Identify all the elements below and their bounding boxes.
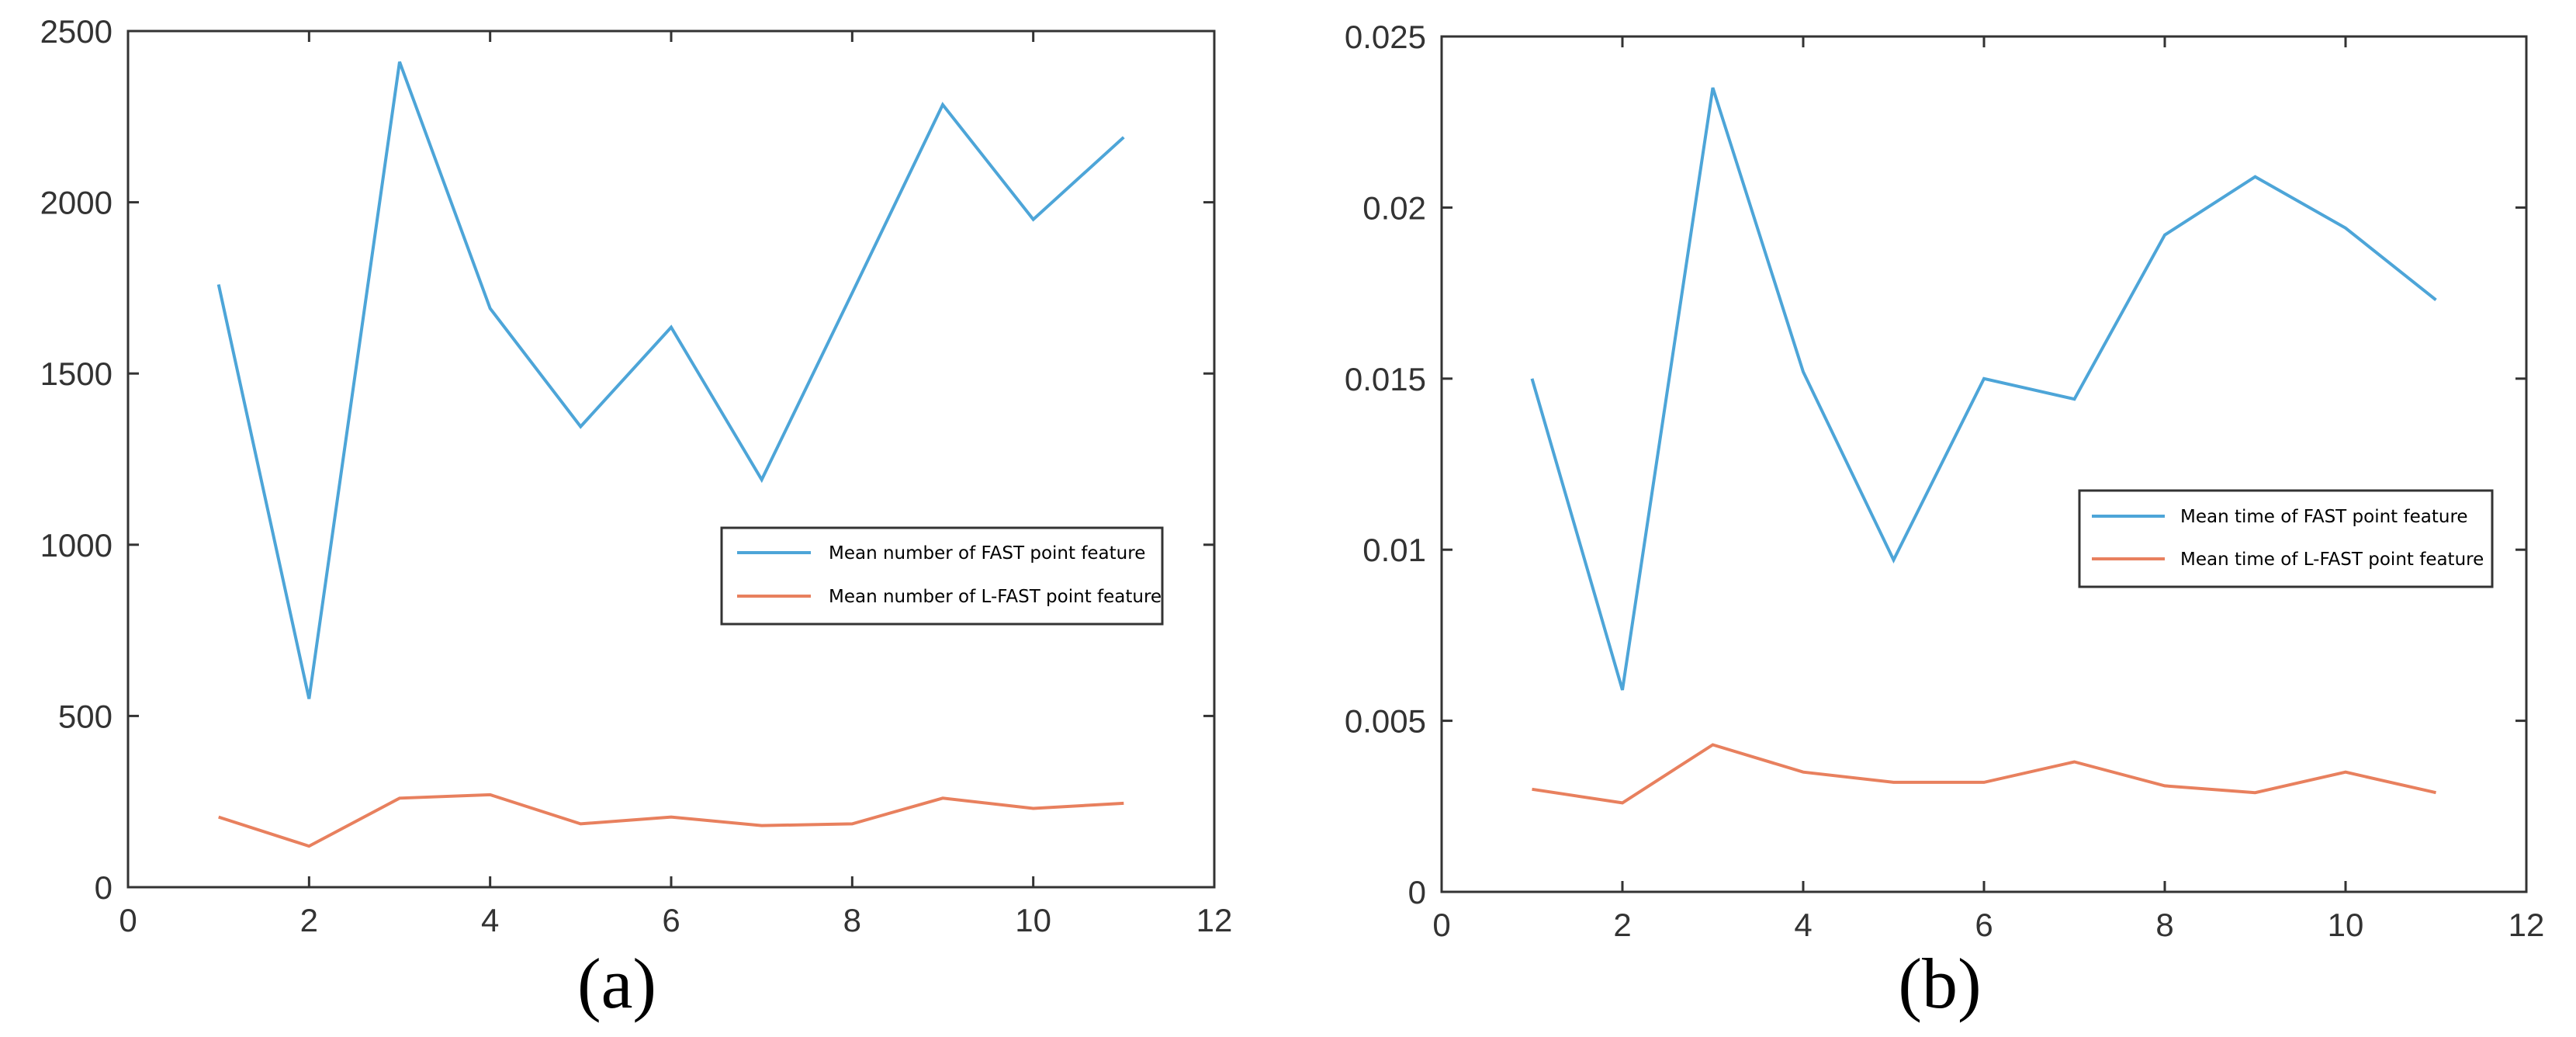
y-tick-label: 0.015 [1345,361,1426,397]
fast-data-point [216,283,221,287]
legend-box [2078,489,2494,588]
legend-label-lfast: Mean number of L-FAST point feature [829,587,1162,607]
fast-data-point [2162,233,2167,238]
panel-caption-b: (b) [1898,944,1981,1023]
fast-data-point [1031,217,1036,222]
legend: Mean number of FAST point feature Mean n… [720,526,1164,626]
lfast-data-point [488,792,493,797]
y-tick-label: 2500 [40,13,113,50]
x-axis-ticks: 0 2 4 6 8 10 12 [1432,36,2544,943]
fast-data-point [2343,226,2348,231]
lfast-data-point [1530,787,1535,792]
fast-data-point [760,477,764,482]
x-tick-label: 10 [2328,907,2364,943]
series-line-fast [216,61,1125,699]
lfast-data-point [216,815,221,820]
x-tick-label: 4 [481,902,499,938]
y-tick-label: 1000 [40,527,113,564]
fast-data-point [850,291,854,296]
x-axis-ticks: 0 2 4 6 8 10 12 [119,31,1232,938]
lfast-data-point [1801,770,1806,775]
legend-box [720,526,1164,626]
y-axis-ticks: 0 0.005 0.01 0.015 0.02 0.025 [1345,19,2526,910]
fast-data-point [1620,688,1625,692]
lfast-data-point [850,821,854,826]
lfast-data-point [1620,800,1625,805]
lfast-data-point [2162,783,2167,788]
lfast-data-point [1892,780,1896,785]
x-tick-label: 6 [1975,907,1993,943]
lfast-data-point [1982,780,1986,785]
y-tick-label: 0.025 [1345,19,1426,55]
y-tick-label: 500 [58,698,113,734]
x-tick-label: 12 [2508,907,2545,943]
legend: Mean time of FAST point feature Mean tim… [2078,489,2494,588]
fast-data-point [306,696,311,701]
fast-data-point [1530,376,1535,381]
y-tick-label: 2000 [40,185,113,221]
x-tick-label: 8 [843,902,861,938]
lfast-data-point [2343,770,2348,775]
lfast-data-point [1121,801,1126,806]
lfast-data-point [760,824,764,828]
panel-caption-a: (a) [577,944,656,1023]
series-lines [216,60,1126,848]
lfast-data-point [306,844,311,848]
fast-data-point [669,325,673,330]
series-line-lfast [218,792,1124,848]
lfast-data-point [940,796,945,800]
y-tick-label: 0.005 [1345,703,1426,740]
x-tick-label: 6 [662,902,680,938]
legend-label-fast: Mean time of FAST point feature [2180,507,2468,527]
fast-data-point [2072,397,2077,401]
plot-frame [126,29,1216,889]
y-tick-label: 0.02 [1362,189,1426,226]
plot-frame [1440,35,2528,893]
lfast-data-point [2434,790,2439,795]
lfast-data-point [669,815,673,820]
x-tick-label: 0 [119,902,137,938]
chart-panel-b: 0 2 4 6 8 10 12 0 0.005 0.01 0.015 0.02 0.025 Mean … [1345,19,2544,1023]
fast-data-point [1711,85,1716,90]
y-tick-label: 0 [1408,874,1426,910]
lfast-data-point [1711,743,1716,747]
y-tick-label: 0 [95,869,113,906]
fast-data-point [397,60,402,64]
y-tick-label: 1500 [40,355,113,392]
series-line-fast [1530,87,2437,691]
fast-data-point [1121,135,1126,140]
fast-data-point [1801,369,1806,374]
fast-data-point [488,306,493,310]
lfast-data-point [397,796,402,800]
y-tick-label: 0.01 [1362,532,1426,568]
x-tick-label: 10 [1015,902,1051,938]
fast-data-point [1982,376,1986,381]
fast-data-point [2434,297,2439,302]
fast-data-point [2253,175,2258,179]
x-tick-label: 2 [1613,907,1631,943]
lfast-data-point [2253,790,2258,795]
legend-label-fast: Mean number of FAST point feature [829,543,1145,564]
x-tick-label: 12 [1196,902,1233,938]
fast-data-point [578,425,583,429]
lfast-data-point [578,821,583,826]
lfast-data-point [1031,806,1036,811]
series-line-lfast [1532,743,2436,805]
x-tick-label: 8 [2155,907,2173,943]
x-tick-label: 0 [1432,907,1450,943]
chart-panel-a: 0 2 4 6 8 10 12 0 500 1000 1500 2000 2500 Mean numb… [40,13,1233,1023]
series-lines [1530,85,2439,805]
y-axis-ticks: 0 500 1000 1500 2000 2500 [40,13,1214,906]
lfast-data-point [2072,760,2077,765]
fast-data-point [1892,557,1896,562]
x-tick-label: 2 [300,902,318,938]
legend-label-lfast: Mean time of L-FAST point feature [2180,550,2484,570]
x-tick-label: 4 [1794,907,1812,943]
fast-data-point [940,102,945,107]
